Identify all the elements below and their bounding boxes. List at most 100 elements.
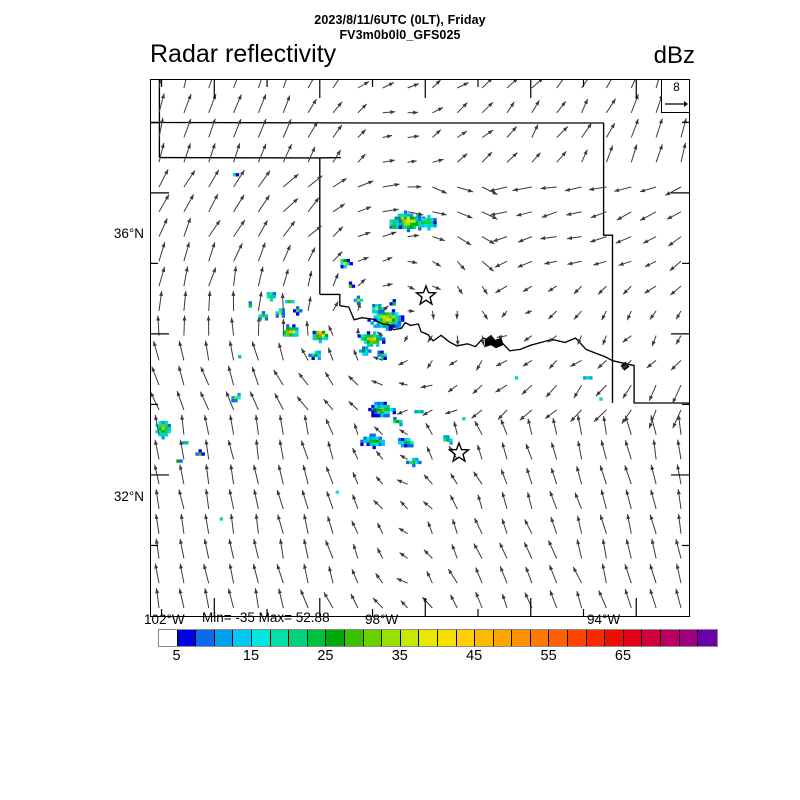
wind-vector-arrow (613, 186, 632, 193)
wind-vector-arrow (499, 542, 508, 559)
wind-vector-arrow (550, 516, 558, 534)
wind-vector-arrow (517, 260, 533, 268)
wind-vector-arrow (522, 359, 533, 367)
reflectivity-cell (381, 439, 386, 444)
colorbar-cell (363, 630, 383, 646)
wind-vector-arrow (676, 439, 682, 460)
wind-vector-arrow (675, 310, 682, 320)
reflectivity-cell (410, 441, 414, 445)
wind-vector-arrow (474, 420, 483, 435)
state-border (602, 123, 614, 361)
wind-vector-arrow (179, 513, 185, 534)
wind-vector-arrow (573, 384, 583, 399)
wind-vector-arrow (282, 80, 287, 89)
reflectivity-cell (599, 397, 603, 401)
reflectivity-cell (167, 430, 171, 434)
wind-vector-arrow (332, 251, 343, 262)
wind-vector-arrow (595, 384, 607, 397)
wind-vector-arrow (649, 588, 657, 609)
wind-vector-arrow (156, 315, 161, 336)
wind-vector-arrow (325, 418, 334, 435)
wind-vector-arrow (432, 186, 448, 194)
wind-vector-arrow (154, 439, 160, 460)
reflectivity-cell (324, 336, 329, 341)
wind-vector-arrow (208, 267, 217, 287)
wind-vector-arrow (228, 538, 235, 559)
wind-vector-arrow (375, 450, 384, 460)
reflectivity-cell (379, 337, 383, 341)
reflectivity-cell (391, 309, 396, 313)
reflectivity-cell (164, 423, 168, 428)
map-panel[interactable] (150, 79, 690, 617)
reflectivity-cell (343, 265, 347, 269)
reflectivity-cell (372, 433, 376, 437)
wind-vector-arrow (203, 588, 210, 609)
reflectivity-cell (318, 333, 323, 338)
wind-vector-arrow (158, 117, 164, 138)
reflectivity-cell (391, 324, 396, 328)
reflectivity-cell (296, 309, 300, 313)
wind-vector-arrow (382, 305, 389, 312)
wind-vector-arrow (357, 302, 361, 312)
reflectivity-cell (372, 340, 377, 344)
wind-vector-arrow (521, 384, 533, 395)
wind-vector-arrow (597, 360, 607, 369)
wind-vector-arrow (179, 439, 185, 460)
reflectivity-cell (195, 452, 199, 456)
wind-vector-arrow (481, 151, 493, 163)
reflectivity-cell (378, 304, 382, 308)
reflectivity-cell (372, 436, 376, 440)
reflectivity-cell (318, 330, 323, 335)
wind-vector-arrow (154, 414, 160, 435)
wind-vector-arrow (257, 143, 267, 163)
wind-vector-arrow (457, 236, 472, 246)
reflectivity-cell (311, 353, 315, 357)
wind-vector-arrow (624, 588, 632, 609)
reflectivity-cell (383, 414, 387, 418)
wind-vector-arrow (670, 360, 682, 371)
reflectivity-cell (430, 221, 434, 225)
reflectivity-cell (235, 173, 240, 177)
wind-vector-arrow (432, 107, 444, 114)
reflectivity-cell (416, 222, 420, 227)
reflectivity-cell (234, 399, 238, 403)
wind-vector-arrow (298, 372, 309, 386)
wind-vector-arrow (677, 513, 682, 534)
wind-vector-arrow (227, 588, 235, 609)
wind-vector-arrow (396, 577, 408, 584)
wind-vector-arrow (233, 143, 241, 163)
colorbar-cell (512, 630, 531, 646)
reflectivity-cell (374, 414, 378, 418)
reflectivity-cell (386, 407, 390, 412)
wind-vector-arrow (639, 211, 657, 221)
reflectivity-cell (167, 423, 171, 428)
reflectivity-cell (424, 218, 428, 222)
reflectivity-cell (238, 355, 242, 359)
title-model: FV3m0b0l0_GFS025 (339, 28, 461, 42)
reflectivity-cell (398, 438, 402, 442)
reflectivity-cell (514, 376, 519, 380)
wind-vector-arrow (357, 278, 366, 287)
wind-vector-arrow (432, 236, 445, 242)
reflectivity-cell (403, 219, 408, 223)
wind-vector-arrow (593, 409, 607, 423)
reflectivity-cell (369, 439, 373, 444)
wind-vector-arrow (644, 260, 657, 268)
wind-vector-arrow (351, 520, 359, 534)
wind-vector-arrow (548, 360, 558, 370)
reflectivity-cell (161, 420, 165, 425)
wind-vector-arrow (307, 175, 323, 188)
colorbar[interactable] (158, 629, 718, 647)
wind-vector-arrow (183, 170, 196, 188)
reflectivity-cell (292, 327, 296, 331)
reflectivity-cell (414, 410, 418, 414)
reflectivity-cell (378, 307, 382, 311)
wind-vector-arrow (423, 474, 433, 485)
reflectivity-cell (312, 336, 316, 341)
colorbar-cell (586, 630, 606, 646)
reflectivity-cell (397, 216, 402, 220)
reflectivity-cell (269, 298, 274, 302)
reflectivity-cell (314, 350, 318, 354)
wind-vector-arrow (447, 384, 458, 393)
wind-vector-arrow (307, 80, 314, 89)
